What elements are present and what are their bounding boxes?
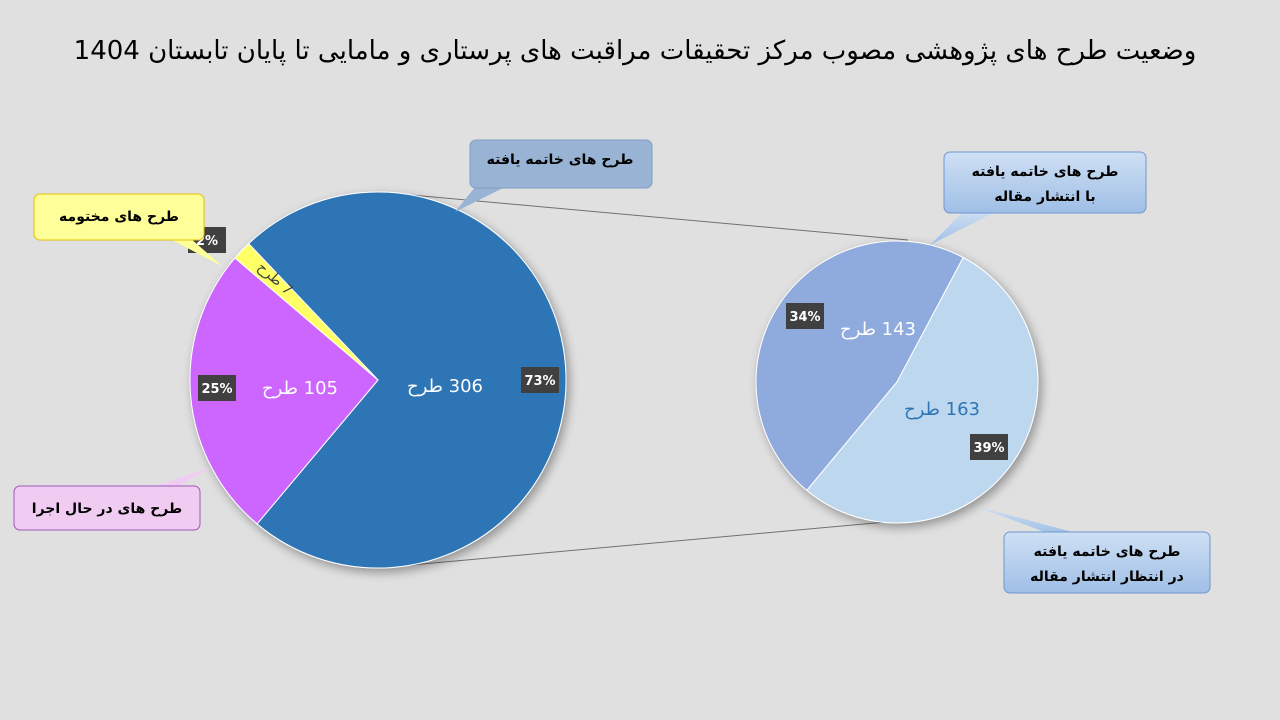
callout-published-line2: با انتشار مقاله bbox=[994, 189, 1095, 205]
badge-finished-text: 73% bbox=[524, 374, 555, 389]
badge-published-text: 34% bbox=[789, 310, 820, 325]
connector-line-bottom bbox=[377, 519, 909, 569]
main-pie-slice-2 bbox=[234, 242, 379, 381]
callout-published: طرح های خاتمه یافته با انتشار مقاله bbox=[930, 151, 1147, 245]
slice-label-awaiting: 163 طرح bbox=[904, 399, 980, 420]
slice-label-published: 143 طرح bbox=[840, 319, 916, 340]
badge-published: 34% bbox=[786, 303, 824, 329]
badge-awaiting-text: 39% bbox=[973, 441, 1004, 456]
callout-ongoing-text: طرح های در حال اجرا bbox=[32, 501, 182, 517]
callout-finished-text: طرح های خاتمه یافته bbox=[487, 152, 634, 168]
badge-closed: 2% bbox=[188, 227, 226, 253]
callout-closed-text: طرح های مختومه bbox=[59, 209, 179, 225]
main-pie-slice-0 bbox=[247, 191, 567, 569]
callout-ongoing: طرح های در حال اجرا bbox=[13, 467, 212, 531]
main-pie bbox=[189, 191, 567, 569]
callout-finished: طرح های خاتمه یافته bbox=[455, 139, 653, 212]
slice-label-finished: 306 طرح bbox=[407, 376, 483, 397]
callout-closed: طرح های مختومه bbox=[33, 193, 222, 266]
badge-finished: 73% bbox=[521, 367, 559, 393]
callout-awaiting-line2: در انتظار انتشار مقاله bbox=[1030, 569, 1184, 585]
callout-published-line1: طرح های خاتمه یافته bbox=[972, 164, 1119, 180]
chart-title: وضعیت طرح های پژوهشی مصوب مرکز تحقیقات م… bbox=[73, 36, 1197, 66]
secondary-pie bbox=[755, 240, 1039, 524]
badge-awaiting: 39% bbox=[970, 434, 1008, 460]
main-pie-slice-1 bbox=[189, 257, 379, 525]
callout-awaiting-line1: طرح های خاتمه یافته bbox=[1034, 544, 1181, 560]
badge-ongoing: 25% bbox=[198, 375, 236, 401]
slice-label-ongoing: 105 طرح bbox=[262, 378, 338, 399]
badge-ongoing-text: 25% bbox=[201, 382, 232, 397]
callout-awaiting: طرح های خاتمه یافته در انتظار انتشار مقا… bbox=[975, 506, 1211, 594]
